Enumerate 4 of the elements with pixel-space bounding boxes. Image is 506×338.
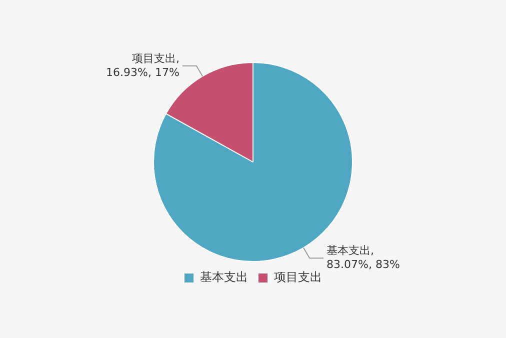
legend-label: 基本支出 bbox=[200, 270, 248, 284]
data-label: 项目支出, 16.93%, 17% bbox=[106, 52, 180, 79]
legend-label: 项目支出 bbox=[274, 270, 322, 284]
data-label: 基本支出, 83.07%, 83% bbox=[326, 244, 400, 271]
